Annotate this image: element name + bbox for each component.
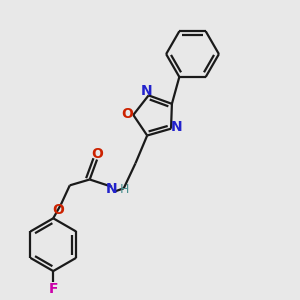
Text: N: N: [140, 84, 152, 98]
Text: O: O: [53, 203, 64, 217]
Text: H: H: [120, 183, 129, 196]
Text: O: O: [92, 147, 103, 161]
Text: O: O: [121, 107, 133, 121]
Text: N: N: [171, 121, 183, 134]
Text: F: F: [49, 282, 58, 296]
Text: N: N: [106, 182, 118, 196]
